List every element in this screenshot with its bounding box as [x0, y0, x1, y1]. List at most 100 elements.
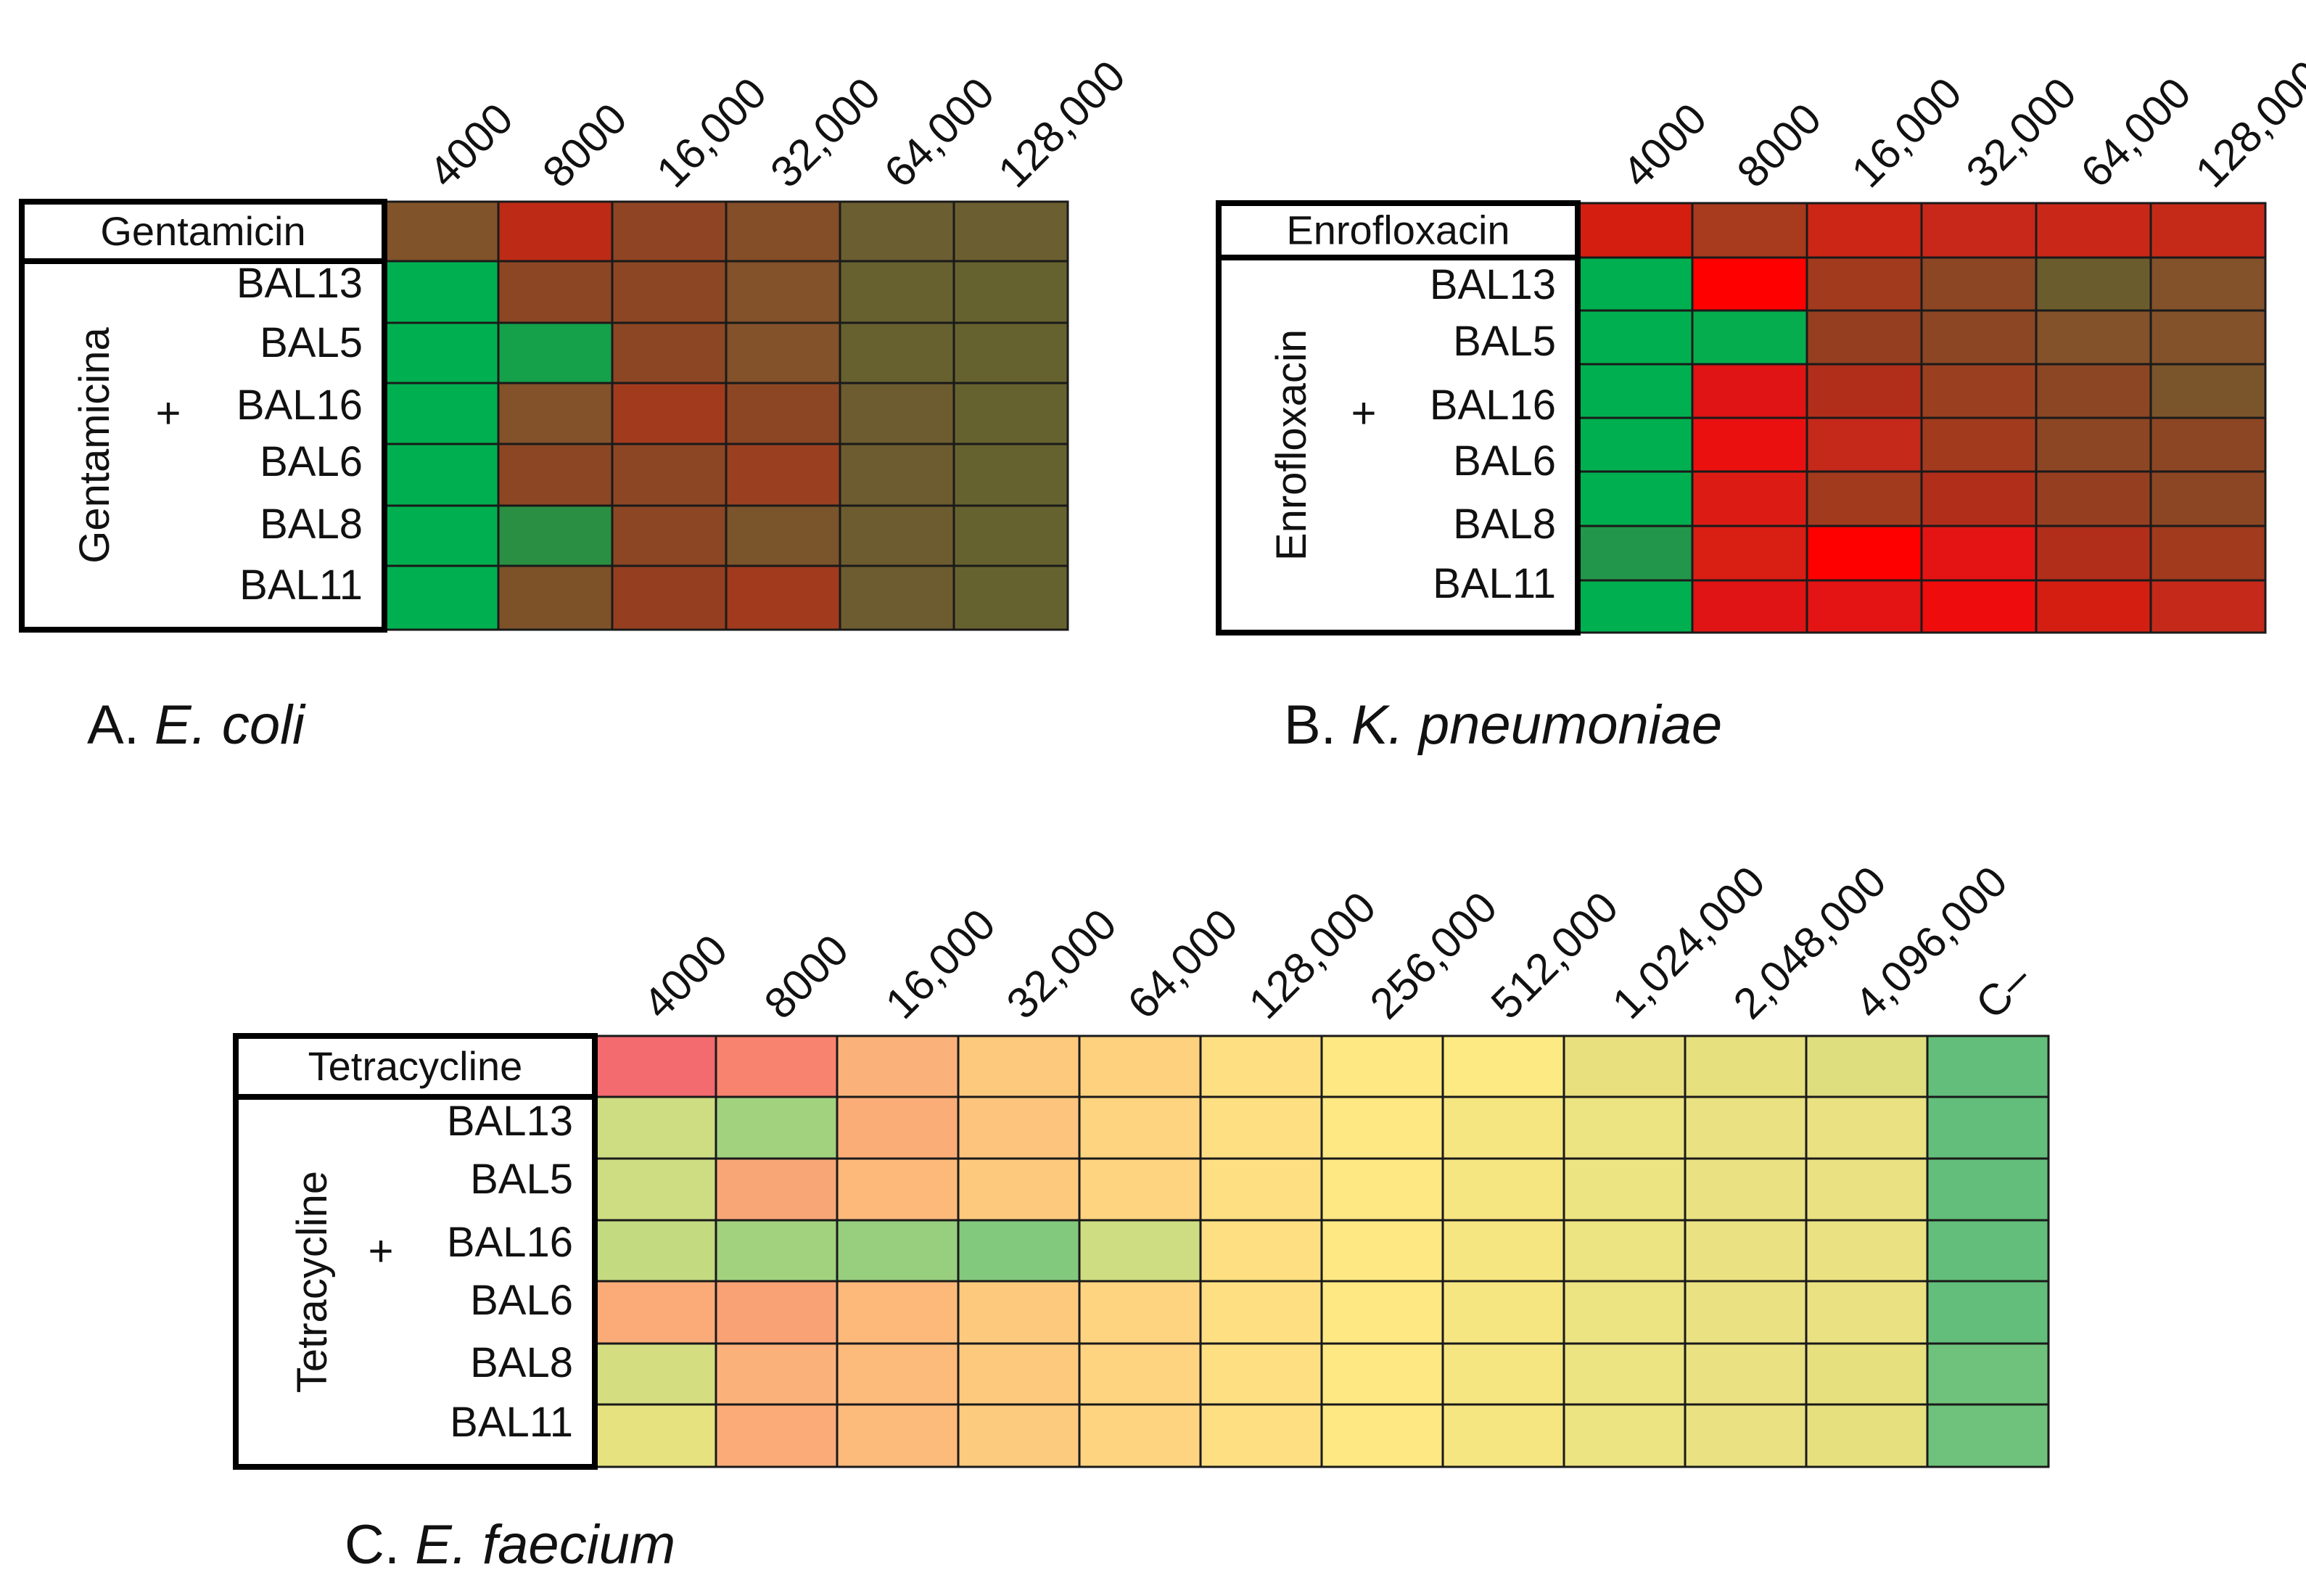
heatmap-cell	[1199, 1342, 1323, 1406]
heatmap-cell	[715, 1219, 839, 1283]
heatmap-cell	[1926, 1280, 2050, 1345]
heatmap-cell	[1320, 1157, 1444, 1222]
heatmap-cell	[725, 382, 841, 445]
heatmap-cell	[725, 321, 841, 384]
heatmap-cell	[952, 504, 1069, 567]
header-cell	[1805, 202, 1923, 259]
heatmap-cell	[957, 1219, 1081, 1283]
row-label: BAL5	[260, 319, 363, 366]
caption-organism: K. pneumoniae	[1351, 694, 1722, 756]
heatmap-cell	[952, 443, 1069, 507]
heatmap-cell	[1920, 525, 2038, 582]
heatmap-cell	[1920, 579, 2038, 634]
heatmap-cell	[1441, 1280, 1565, 1345]
heatmap-cell	[1320, 1219, 1444, 1283]
heatmap-cell	[715, 1403, 839, 1468]
heatmap-cell	[1920, 309, 2038, 366]
header-cell	[1199, 1034, 1323, 1098]
column-label: 32,000	[761, 68, 889, 197]
heatmap-cell	[1441, 1219, 1565, 1283]
heatmap-cell	[1920, 470, 2038, 527]
heatmap-cell	[836, 1157, 960, 1222]
heatmap-cell	[497, 382, 614, 445]
heatmap-cell	[2149, 416, 2267, 473]
heatmap-cell	[1684, 1403, 1808, 1468]
heatmap-cell	[1684, 1095, 1808, 1160]
header-cell	[725, 200, 841, 263]
heatmap-cell	[725, 443, 841, 507]
header-cell	[383, 200, 500, 263]
header-cell	[2035, 202, 2152, 259]
drug-header-label: Enrofloxacin	[1286, 207, 1510, 253]
heatmap-cell	[1691, 525, 1808, 582]
heatmap-cell	[715, 1342, 839, 1406]
heatmap-cell	[1199, 1095, 1323, 1160]
plus-sign: +	[155, 389, 181, 437]
column-label: 8000	[533, 94, 636, 197]
heatmap-cell	[2035, 470, 2152, 527]
heatmap-cell	[1691, 363, 1808, 419]
heatmap-cell	[1805, 1403, 1929, 1468]
heatmap-cell	[1199, 1403, 1323, 1468]
header-cell	[1920, 202, 2038, 259]
heatmap-cell	[611, 564, 728, 631]
heatmap-cell	[611, 443, 728, 507]
heatmap-cell	[1199, 1157, 1323, 1222]
heatmap-cell	[1576, 256, 1694, 312]
row-label-frame	[233, 1094, 598, 1470]
heatmap-cell	[1805, 416, 1923, 473]
heatmap-cell	[1805, 256, 1923, 312]
heatmap-cell	[839, 260, 955, 324]
heatmap-cell	[2149, 579, 2267, 634]
column-label: 128,000	[1240, 882, 1385, 1028]
combination-side-label: Tetracycline	[289, 1171, 336, 1393]
heatmap-cell	[1684, 1342, 1808, 1406]
heatmap-cell	[1078, 1280, 1202, 1345]
heatmap-cell	[1926, 1157, 2050, 1222]
row-label: BAL8	[1453, 501, 1556, 548]
heatmap-cell	[1926, 1403, 2050, 1468]
heatmap-cell	[1576, 309, 1694, 366]
heatmap-cell	[1805, 309, 1923, 366]
heatmap-cell	[611, 382, 728, 445]
row-label: BAL11	[239, 562, 363, 609]
heatmap-cell	[1926, 1342, 2050, 1406]
heatmap-cell	[1920, 363, 2038, 419]
heatmap-cell	[1920, 256, 2038, 312]
heatmap-cell	[715, 1095, 839, 1160]
heatmap-cell	[952, 321, 1069, 384]
row-label: BAL8	[470, 1339, 573, 1386]
row-label-frame	[19, 258, 387, 633]
heatmap-cell	[1320, 1280, 1444, 1345]
heatmap-cell	[1684, 1157, 1808, 1222]
header-cell	[1320, 1034, 1444, 1098]
heatmap-cell	[2149, 363, 2267, 419]
heatmap-cell	[1805, 1280, 1929, 1345]
heatmap-cell	[952, 260, 1069, 324]
heatmap-cell	[1078, 1157, 1202, 1222]
heatmap-cell	[957, 1403, 1081, 1468]
row-label: BAL6	[470, 1277, 573, 1324]
column-label: 8000	[1728, 94, 1831, 197]
header-cell	[715, 1034, 839, 1098]
heatmap-cell	[839, 321, 955, 384]
column-label: 16,000	[1842, 68, 1971, 197]
heatmap-cell	[725, 504, 841, 567]
heatmap-cell	[1805, 1095, 1929, 1160]
plus-sign: +	[1351, 389, 1376, 437]
column-label: 16,000	[647, 68, 775, 197]
heatmap-cell	[725, 564, 841, 631]
heatmap-cell	[1805, 1342, 1929, 1406]
heatmap-cell	[1441, 1095, 1565, 1160]
row-label: BAL16	[236, 382, 363, 429]
heatmap-cell	[383, 321, 500, 384]
header-cell	[1562, 1034, 1687, 1098]
heatmap-cell	[1320, 1095, 1444, 1160]
heatmap-cell	[836, 1403, 960, 1468]
heatmap-cell	[1684, 1280, 1808, 1345]
heatmap-cell	[383, 260, 500, 324]
header-cell	[836, 1034, 960, 1098]
heatmap-cell	[497, 260, 614, 324]
panel-c-heatmap: 4000 8000 16,00032,00064,000128,000256,000…	[233, 857, 2050, 1576]
heatmap-cell	[1691, 256, 1808, 312]
